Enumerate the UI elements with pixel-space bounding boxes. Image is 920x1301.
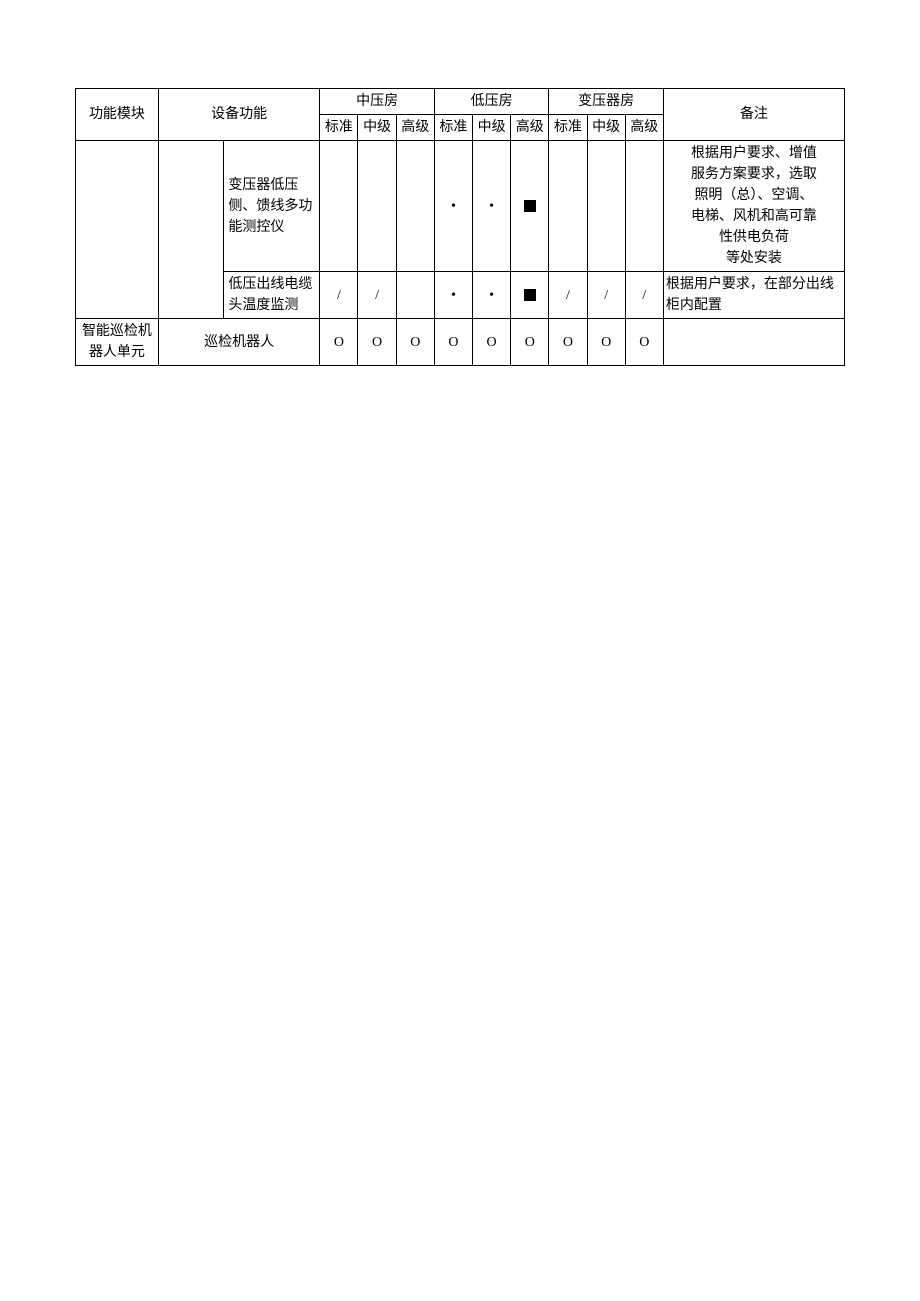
header-row-1: 功能模块 设备功能 中压房 低压房 变压器房 备注 bbox=[76, 89, 845, 115]
cell-symbol: • bbox=[473, 141, 511, 272]
notes-line: 电梯、风机和高可靠 bbox=[691, 209, 817, 224]
cell-symbol: / bbox=[358, 272, 396, 319]
cell-symbol: О bbox=[358, 319, 396, 366]
hdr-room-1: 低压房 bbox=[434, 89, 549, 115]
cell-symbol: О bbox=[511, 319, 549, 366]
hdr-notes: 备注 bbox=[663, 89, 844, 141]
hdr-room-0: 中压房 bbox=[320, 89, 435, 115]
cell-symbol bbox=[587, 141, 625, 272]
table-header: 功能模块 设备功能 中压房 低压房 变压器房 备注 标准 中级 高级 标准 中级… bbox=[76, 89, 845, 141]
cell-symbol: О bbox=[587, 319, 625, 366]
cell-symbol bbox=[396, 141, 434, 272]
cell-symbol: / bbox=[587, 272, 625, 319]
cell-symbol: / bbox=[320, 272, 358, 319]
table-row: 智能巡检机器人单元 巡检机器人 О О О О О О О О О bbox=[76, 319, 845, 366]
notes-line: 服务方案要求，选取 bbox=[691, 167, 817, 182]
cell-device: 低压出线电缆头温度监测 bbox=[224, 272, 320, 319]
notes-line: 照明（总）、空调、 bbox=[694, 188, 813, 203]
hdr-r0-l2: 高级 bbox=[396, 115, 434, 141]
page: 功能模块 设备功能 中压房 低压房 变压器房 备注 标准 中级 高级 标准 中级… bbox=[0, 0, 920, 1301]
hdr-r2-l0: 标准 bbox=[549, 115, 587, 141]
hdr-device: 设备功能 bbox=[158, 89, 319, 141]
cell-notes bbox=[663, 319, 844, 366]
cell-symbol bbox=[549, 141, 587, 272]
hdr-module: 功能模块 bbox=[76, 89, 159, 141]
hdr-room-2: 变压器房 bbox=[549, 89, 664, 115]
cell-symbol: О bbox=[625, 319, 663, 366]
cell-notes: 根据用户要求，在部分出线柜内配置 bbox=[663, 272, 844, 319]
cell-notes: 根据用户要求、增值 服务方案要求，选取 照明（总）、空调、 电梯、风机和高可靠 … bbox=[663, 141, 844, 272]
hdr-r1-l1: 中级 bbox=[473, 115, 511, 141]
cell-device: 巡检机器人 bbox=[158, 319, 319, 366]
cell-symbol bbox=[511, 272, 549, 319]
cell-symbol bbox=[511, 141, 549, 272]
cell-symbol: • bbox=[473, 272, 511, 319]
cell-symbol bbox=[358, 141, 396, 272]
cell-module: 智能巡检机器人单元 bbox=[76, 319, 159, 366]
hdr-r0-l0: 标准 bbox=[320, 115, 358, 141]
cell-device-group bbox=[158, 141, 223, 319]
notes-line: 根据用户要求、增值 bbox=[691, 146, 817, 161]
square-icon bbox=[524, 289, 536, 301]
hdr-r1-l0: 标准 bbox=[434, 115, 472, 141]
table-row: 变压器低压侧、馈线多功能测控仪 • • 根据用户要求、增值 服务方案要求，选取 … bbox=[76, 141, 845, 272]
cell-symbol bbox=[625, 141, 663, 272]
cell-symbol: О bbox=[549, 319, 587, 366]
cell-symbol: / bbox=[549, 272, 587, 319]
cell-symbol: / bbox=[625, 272, 663, 319]
cell-symbol bbox=[396, 272, 434, 319]
cell-symbol: О bbox=[434, 319, 472, 366]
cell-device: 变压器低压侧、馈线多功能测控仪 bbox=[224, 141, 320, 272]
cell-module-group bbox=[76, 141, 159, 319]
cell-symbol: • bbox=[434, 141, 472, 272]
cell-symbol: • bbox=[434, 272, 472, 319]
cell-symbol: О bbox=[473, 319, 511, 366]
hdr-r2-l2: 高级 bbox=[625, 115, 663, 141]
hdr-r0-l1: 中级 bbox=[358, 115, 396, 141]
cell-symbol: О bbox=[396, 319, 434, 366]
hdr-r2-l1: 中级 bbox=[587, 115, 625, 141]
config-table: 功能模块 设备功能 中压房 低压房 变压器房 备注 标准 中级 高级 标准 中级… bbox=[75, 88, 845, 366]
hdr-r1-l2: 高级 bbox=[511, 115, 549, 141]
notes-line: 性供电负荷 bbox=[719, 230, 789, 245]
square-icon bbox=[524, 200, 536, 212]
cell-symbol: О bbox=[320, 319, 358, 366]
notes-line: 等处安装 bbox=[726, 251, 782, 266]
cell-symbol bbox=[320, 141, 358, 272]
